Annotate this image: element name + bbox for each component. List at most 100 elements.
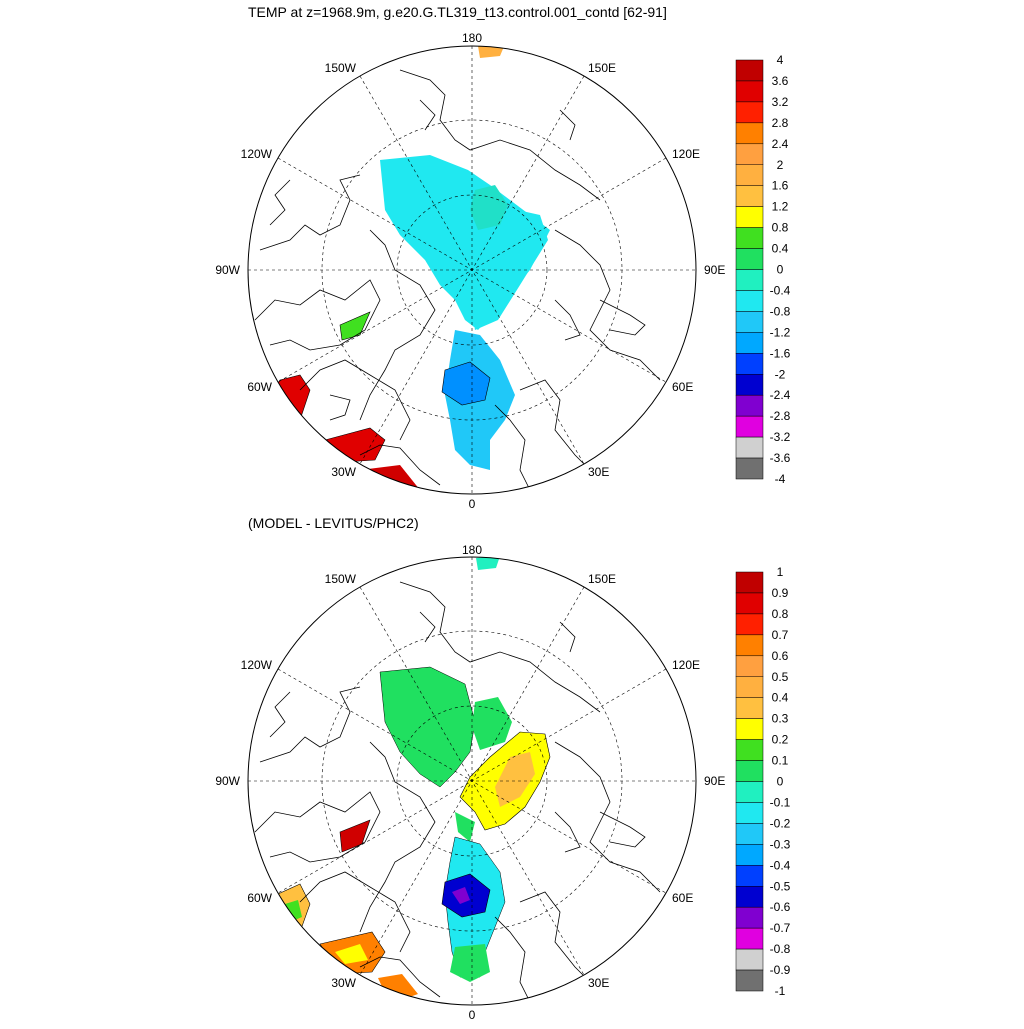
- colorbar-box: [735, 844, 764, 866]
- colorbar-box: [735, 332, 764, 354]
- colorbar-tick-label: -0.4: [770, 283, 791, 297]
- colorbar-tick-label: -1.6: [770, 346, 791, 360]
- hudson-diff-field: [339, 819, 371, 853]
- colorbar-tick-label: -0.2: [770, 816, 791, 830]
- makarov-diff-field: [472, 697, 512, 750]
- lon-label: 150E: [588, 572, 616, 586]
- colorbar-tick-label: 0.9: [772, 586, 789, 600]
- colorbar-tick-label: 0: [777, 263, 784, 277]
- colorbar-tick-label: 2.8: [772, 116, 789, 130]
- colorbar-box: [735, 865, 764, 887]
- colorbar-box: [735, 802, 764, 824]
- colorbar-tick-label: 1: [777, 565, 784, 579]
- lon-label: 90E: [704, 263, 725, 277]
- colorbar-tick-label: -1: [775, 984, 786, 998]
- lon-label: 90W: [215, 774, 240, 788]
- polar-map-panel: 180 0 90W 90E 150W 120W 150E 120E 60W 30…: [0, 0, 1024, 512]
- colorbar-box: [735, 122, 764, 145]
- colorbar-tick-label: -3.2: [770, 430, 791, 444]
- colorbar-box: [735, 394, 764, 417]
- colorbar-box: [735, 269, 764, 291]
- graticule: [248, 46, 696, 494]
- colorbar-box: [735, 290, 764, 312]
- longitude-labels: 180 0 90W 90E 150W 120W 150E 120E 60W 30…: [215, 543, 725, 1022]
- lon-label: 30E: [588, 465, 609, 479]
- colorbar-box: [735, 374, 764, 396]
- colorbar: 1 0.9 0.8 0.7 0.6 0.5 0.4 0.3 0.2 0.1 0 -0.1 -0.2 -0.…: [735, 565, 791, 998]
- colorbar-box: [735, 164, 764, 186]
- lon-label: 150W: [325, 61, 357, 75]
- colorbar-box: [735, 143, 764, 166]
- lon-label: 0: [469, 497, 476, 511]
- colorbar-box: [735, 697, 764, 719]
- coastlines: [254, 581, 661, 1003]
- colorbar-box: [735, 781, 764, 803]
- colorbar-box: [735, 948, 764, 971]
- colorbar-tick-label: -2: [775, 367, 786, 381]
- colorbar-tick-label: 0.6: [772, 649, 789, 663]
- colorbar-tick-label: -0.6: [770, 900, 791, 914]
- lon-label: 150E: [588, 61, 616, 75]
- lon-label: 120E: [672, 658, 700, 672]
- colorbar-box: [735, 634, 764, 657]
- polar-map: 180 0 90W 90E 150W 120W 150E 120E 60W 30…: [215, 31, 791, 511]
- labrador-sea-warm-field: [269, 374, 311, 421]
- colorbar-tick-label: 3.6: [772, 74, 789, 88]
- colorbar-tick-label: -0.1: [770, 795, 791, 809]
- lon-label: 180: [462, 543, 482, 557]
- lon-label: 60E: [672, 891, 693, 905]
- colorbar-tick-label: 0: [777, 775, 784, 789]
- colorbar-box: [735, 823, 764, 845]
- coastlines: [254, 69, 661, 491]
- colorbar-box: [735, 311, 764, 333]
- lon-label: 90W: [215, 263, 240, 277]
- colorbar-box: [735, 436, 764, 459]
- colorbar-tick-label: 2.4: [772, 137, 789, 151]
- colorbar-box: [735, 227, 764, 249]
- colorbar-box: [735, 718, 764, 740]
- lon-label: 30W: [331, 976, 356, 990]
- colorbar-box: [735, 613, 764, 636]
- colorbar-box: [735, 906, 764, 929]
- colorbar-box: [735, 886, 764, 908]
- lon-label: 60E: [672, 380, 693, 394]
- lon-label: 120W: [241, 658, 273, 672]
- colorbar-tick-label: 0.1: [772, 754, 789, 768]
- makarov-basin-field: [470, 185, 508, 230]
- colorbar-box: [735, 739, 764, 761]
- atlantic-diff-inner: [335, 944, 368, 964]
- colorbar-tick-label: 4: [777, 53, 784, 67]
- colorbar-box: [735, 248, 764, 270]
- map-body: [248, 46, 696, 494]
- colorbar-tick-label: 0.5: [772, 670, 789, 684]
- lon-label: 0: [469, 1008, 476, 1022]
- lon-label: 150W: [325, 572, 357, 586]
- map-body: [248, 557, 696, 1005]
- lon-label: 30W: [331, 465, 356, 479]
- arctic-basin-diff-field: [379, 666, 476, 788]
- colorbar-box: [735, 571, 764, 594]
- polar-map-panel: 180 0 90W 90E 150W 120W 150E 120E 60W 30…: [0, 512, 1024, 1024]
- polar-map: 180 0 90W 90E 150W 120W 150E 120E 60W 30…: [215, 543, 791, 1022]
- graticule: [248, 557, 696, 1005]
- colorbar-tick-label: -0.3: [770, 837, 791, 851]
- lon-label: 60W: [247, 380, 272, 394]
- colorbar-box: [735, 592, 764, 615]
- colorbar-box: [735, 415, 764, 438]
- colorbar-tick-label: 0.3: [772, 712, 789, 726]
- lon-label: 90E: [704, 774, 725, 788]
- colorbar-box: [735, 760, 764, 782]
- colorbar-box: [735, 101, 764, 124]
- colorbar: 4 3.6 3.2 2.8 2.4 2 1.6 1.2 0.8 0.4 0 -0.4 -0.8 -1.2 -…: [735, 53, 791, 486]
- colorbar-tick-label: 2: [777, 158, 784, 172]
- eurasian-basin-core: [495, 752, 535, 807]
- map-title: (MODEL - LEVITUS/PHC2): [248, 515, 419, 531]
- colorbar-box: [735, 969, 764, 992]
- colorbar-tick-label: -3.6: [770, 451, 791, 465]
- colorbar-tick-label: -0.7: [770, 921, 791, 935]
- colorbar-tick-label: 3.2: [772, 95, 789, 109]
- colorbar-box: [735, 676, 764, 698]
- map-border: [247, 45, 697, 495]
- colorbar-tick-label: -0.8: [770, 942, 791, 956]
- colorbar-tick-label: 1.2: [772, 200, 789, 214]
